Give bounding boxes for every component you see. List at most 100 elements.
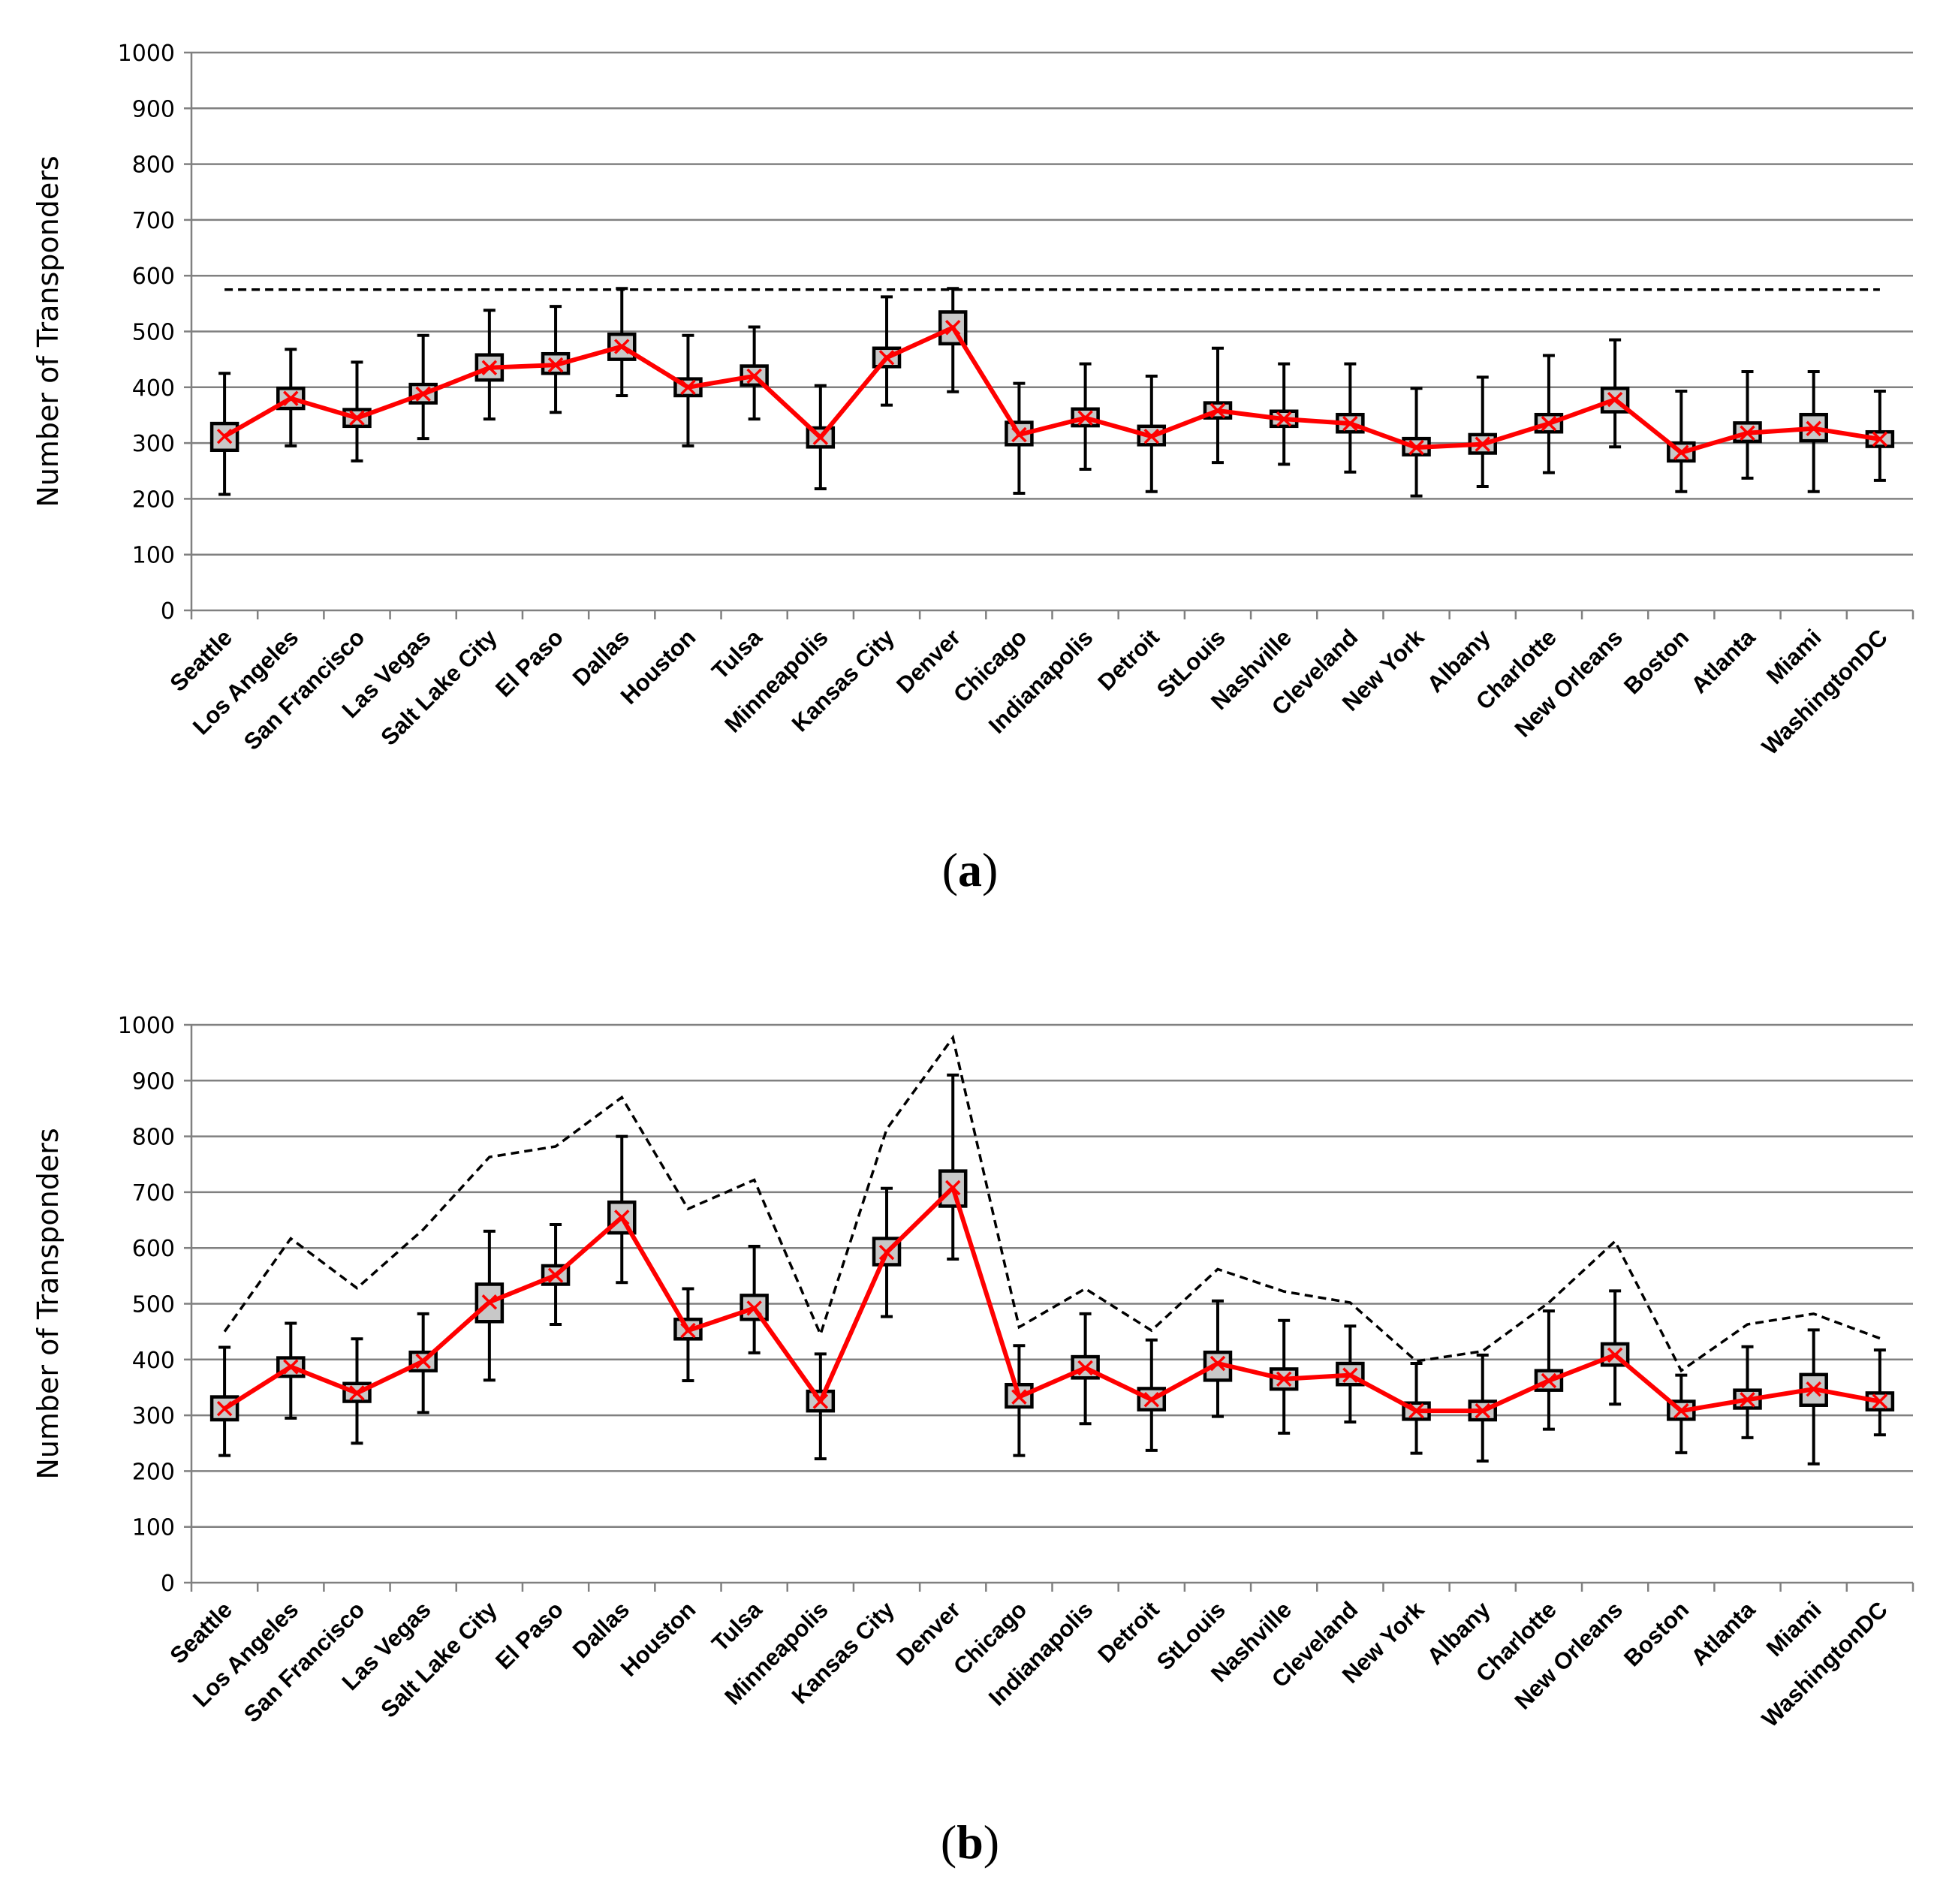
mean-marker-stroke [1342, 415, 1358, 432]
mean-marker [1209, 402, 1226, 419]
mean-marker [1011, 426, 1027, 443]
category-label: Atlanta [1685, 624, 1761, 699]
mean-marker-stroke [481, 360, 498, 376]
category-label: Atlanta [1685, 1596, 1761, 1671]
upper-bound-line [223, 1034, 1881, 1373]
mean-marker [1806, 1381, 1821, 1397]
mean-marker-stroke [1740, 1392, 1755, 1408]
mean-marker-stroke [1276, 411, 1292, 427]
mean-marker [614, 339, 630, 354]
mean-marker [1011, 1389, 1027, 1405]
panel-label: (a) [942, 843, 999, 896]
y-tick-label: 600 [132, 1236, 175, 1262]
box [1600, 1342, 1630, 1367]
mean-marker [1077, 410, 1093, 426]
mean-marker [1673, 1402, 1689, 1419]
mean-marker [944, 320, 961, 336]
mean-line [223, 1185, 1881, 1414]
mean-marker [878, 1244, 895, 1261]
category-label: Boston [1619, 624, 1694, 699]
mean-marker-stroke [1475, 1402, 1490, 1419]
mean-marker-stroke [1209, 402, 1226, 419]
mean-marker [1541, 1372, 1557, 1389]
y-tick-label: 600 [132, 264, 175, 290]
mean-marker-stroke [746, 368, 762, 384]
mean-marker [349, 410, 365, 426]
mean-marker-stroke [1607, 1347, 1623, 1363]
y-tick-label: 700 [132, 208, 175, 234]
y-tick-label: 400 [132, 1348, 175, 1374]
mean-marker-stroke [1408, 439, 1424, 456]
mean-marker-stroke [1673, 444, 1689, 460]
mean-marker-stroke [680, 379, 696, 396]
y-tick-label: 100 [132, 543, 175, 569]
mean-marker-stroke [1011, 1389, 1027, 1405]
mean-marker [283, 390, 299, 406]
panel-b: 0 100 200 300 400 500 600 700 800 900 1000 Number o… [32, 1013, 1914, 1869]
category-label: San Francisco [239, 1596, 370, 1728]
category-label: Salt Lake City [375, 624, 502, 751]
y-tick-label: 700 [132, 1180, 175, 1207]
mean-marker [812, 429, 829, 445]
mean-marker-stroke [1806, 420, 1821, 437]
mean-marker-stroke [1143, 428, 1160, 444]
y-tick-label: 900 [132, 96, 175, 122]
category-label: Miami [1761, 624, 1827, 689]
mean-marker [1143, 428, 1160, 444]
mean-marker-stroke [944, 1179, 961, 1196]
mean-marker [481, 360, 498, 376]
mean-marker [216, 1400, 233, 1417]
box [1005, 1382, 1034, 1409]
mean-marker-stroke [812, 1393, 829, 1409]
mean-marker-stroke [746, 1300, 762, 1316]
mean-marker [216, 428, 233, 444]
mean-marker [1209, 1355, 1226, 1372]
mean-marker-stroke [1077, 410, 1093, 426]
y-tick-label: 500 [132, 1292, 175, 1318]
mean-marker-stroke [1740, 425, 1755, 441]
mean-marker [1342, 1367, 1358, 1383]
mean-marker-stroke [1276, 1371, 1292, 1387]
category-label: WashingtonDC [1757, 624, 1893, 760]
mean-marker [878, 350, 895, 366]
mean-marker [547, 357, 564, 373]
y-tick-label: 800 [132, 152, 175, 179]
mean-marker [1408, 1402, 1424, 1419]
mean-marker-stroke [1806, 1381, 1821, 1397]
mean-marker [944, 1179, 961, 1196]
category-label: Tulsa [706, 624, 767, 685]
mean-marker-stroke [481, 1294, 498, 1310]
mean-marker [415, 386, 431, 402]
y-tick-label: 1000 [118, 41, 175, 67]
mean-marker [1872, 431, 1888, 447]
mean-marker-stroke [216, 1400, 233, 1417]
y-axis-label: Number of Transponders [32, 155, 65, 507]
mean-marker-stroke [1607, 391, 1623, 408]
mean-marker-stroke [216, 428, 233, 444]
category-label: Tulsa [706, 1596, 767, 1657]
mean-marker-stroke [283, 390, 299, 406]
mean-marker [1806, 420, 1821, 437]
mean-marker [680, 379, 696, 396]
mean-marker [680, 1322, 696, 1339]
y-tick-label: 300 [132, 1403, 175, 1430]
mean-marker [1740, 425, 1755, 441]
mean-marker-stroke [1342, 1367, 1358, 1383]
mean-marker-stroke [547, 1267, 564, 1283]
y-tick-label: 400 [132, 375, 175, 402]
mean-marker-stroke [283, 1359, 299, 1375]
mean-marker [481, 1294, 498, 1310]
mean-marker [1077, 1360, 1093, 1376]
category-label: Salt Lake City [375, 1596, 502, 1723]
mean-marker-stroke [1143, 1392, 1160, 1408]
mean-marker [1673, 444, 1689, 460]
y-tick-label: 300 [132, 431, 175, 457]
mean-marker [1475, 436, 1490, 452]
mean-marker-stroke [415, 386, 431, 402]
mean-marker-stroke [944, 320, 961, 336]
category-label: El Paso [490, 1596, 568, 1674]
mean-marker-stroke [1673, 1402, 1689, 1419]
mean-marker-stroke [349, 410, 365, 426]
y-tick-label: 0 [161, 1571, 175, 1597]
